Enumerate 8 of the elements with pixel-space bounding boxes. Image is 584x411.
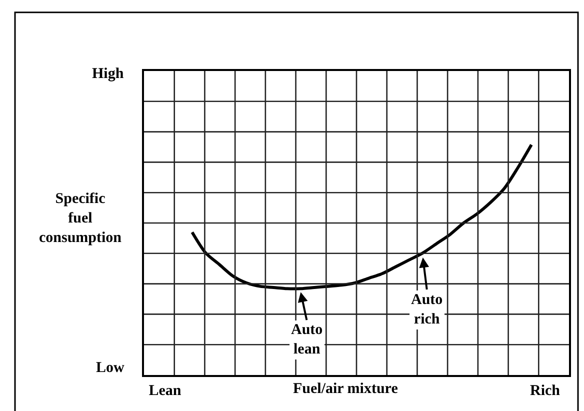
text: Low [96, 360, 125, 376]
x-axis-title: Fuel/air mixture [293, 381, 398, 397]
y-axis-title: Specific fuel consumption [39, 191, 122, 246]
x-tick-label: Rich [530, 382, 561, 399]
annotation: Auto rich [411, 292, 443, 328]
x-tick-label: Lean [148, 382, 182, 399]
annotation: Auto lean [291, 322, 323, 358]
text: High [92, 66, 124, 82]
